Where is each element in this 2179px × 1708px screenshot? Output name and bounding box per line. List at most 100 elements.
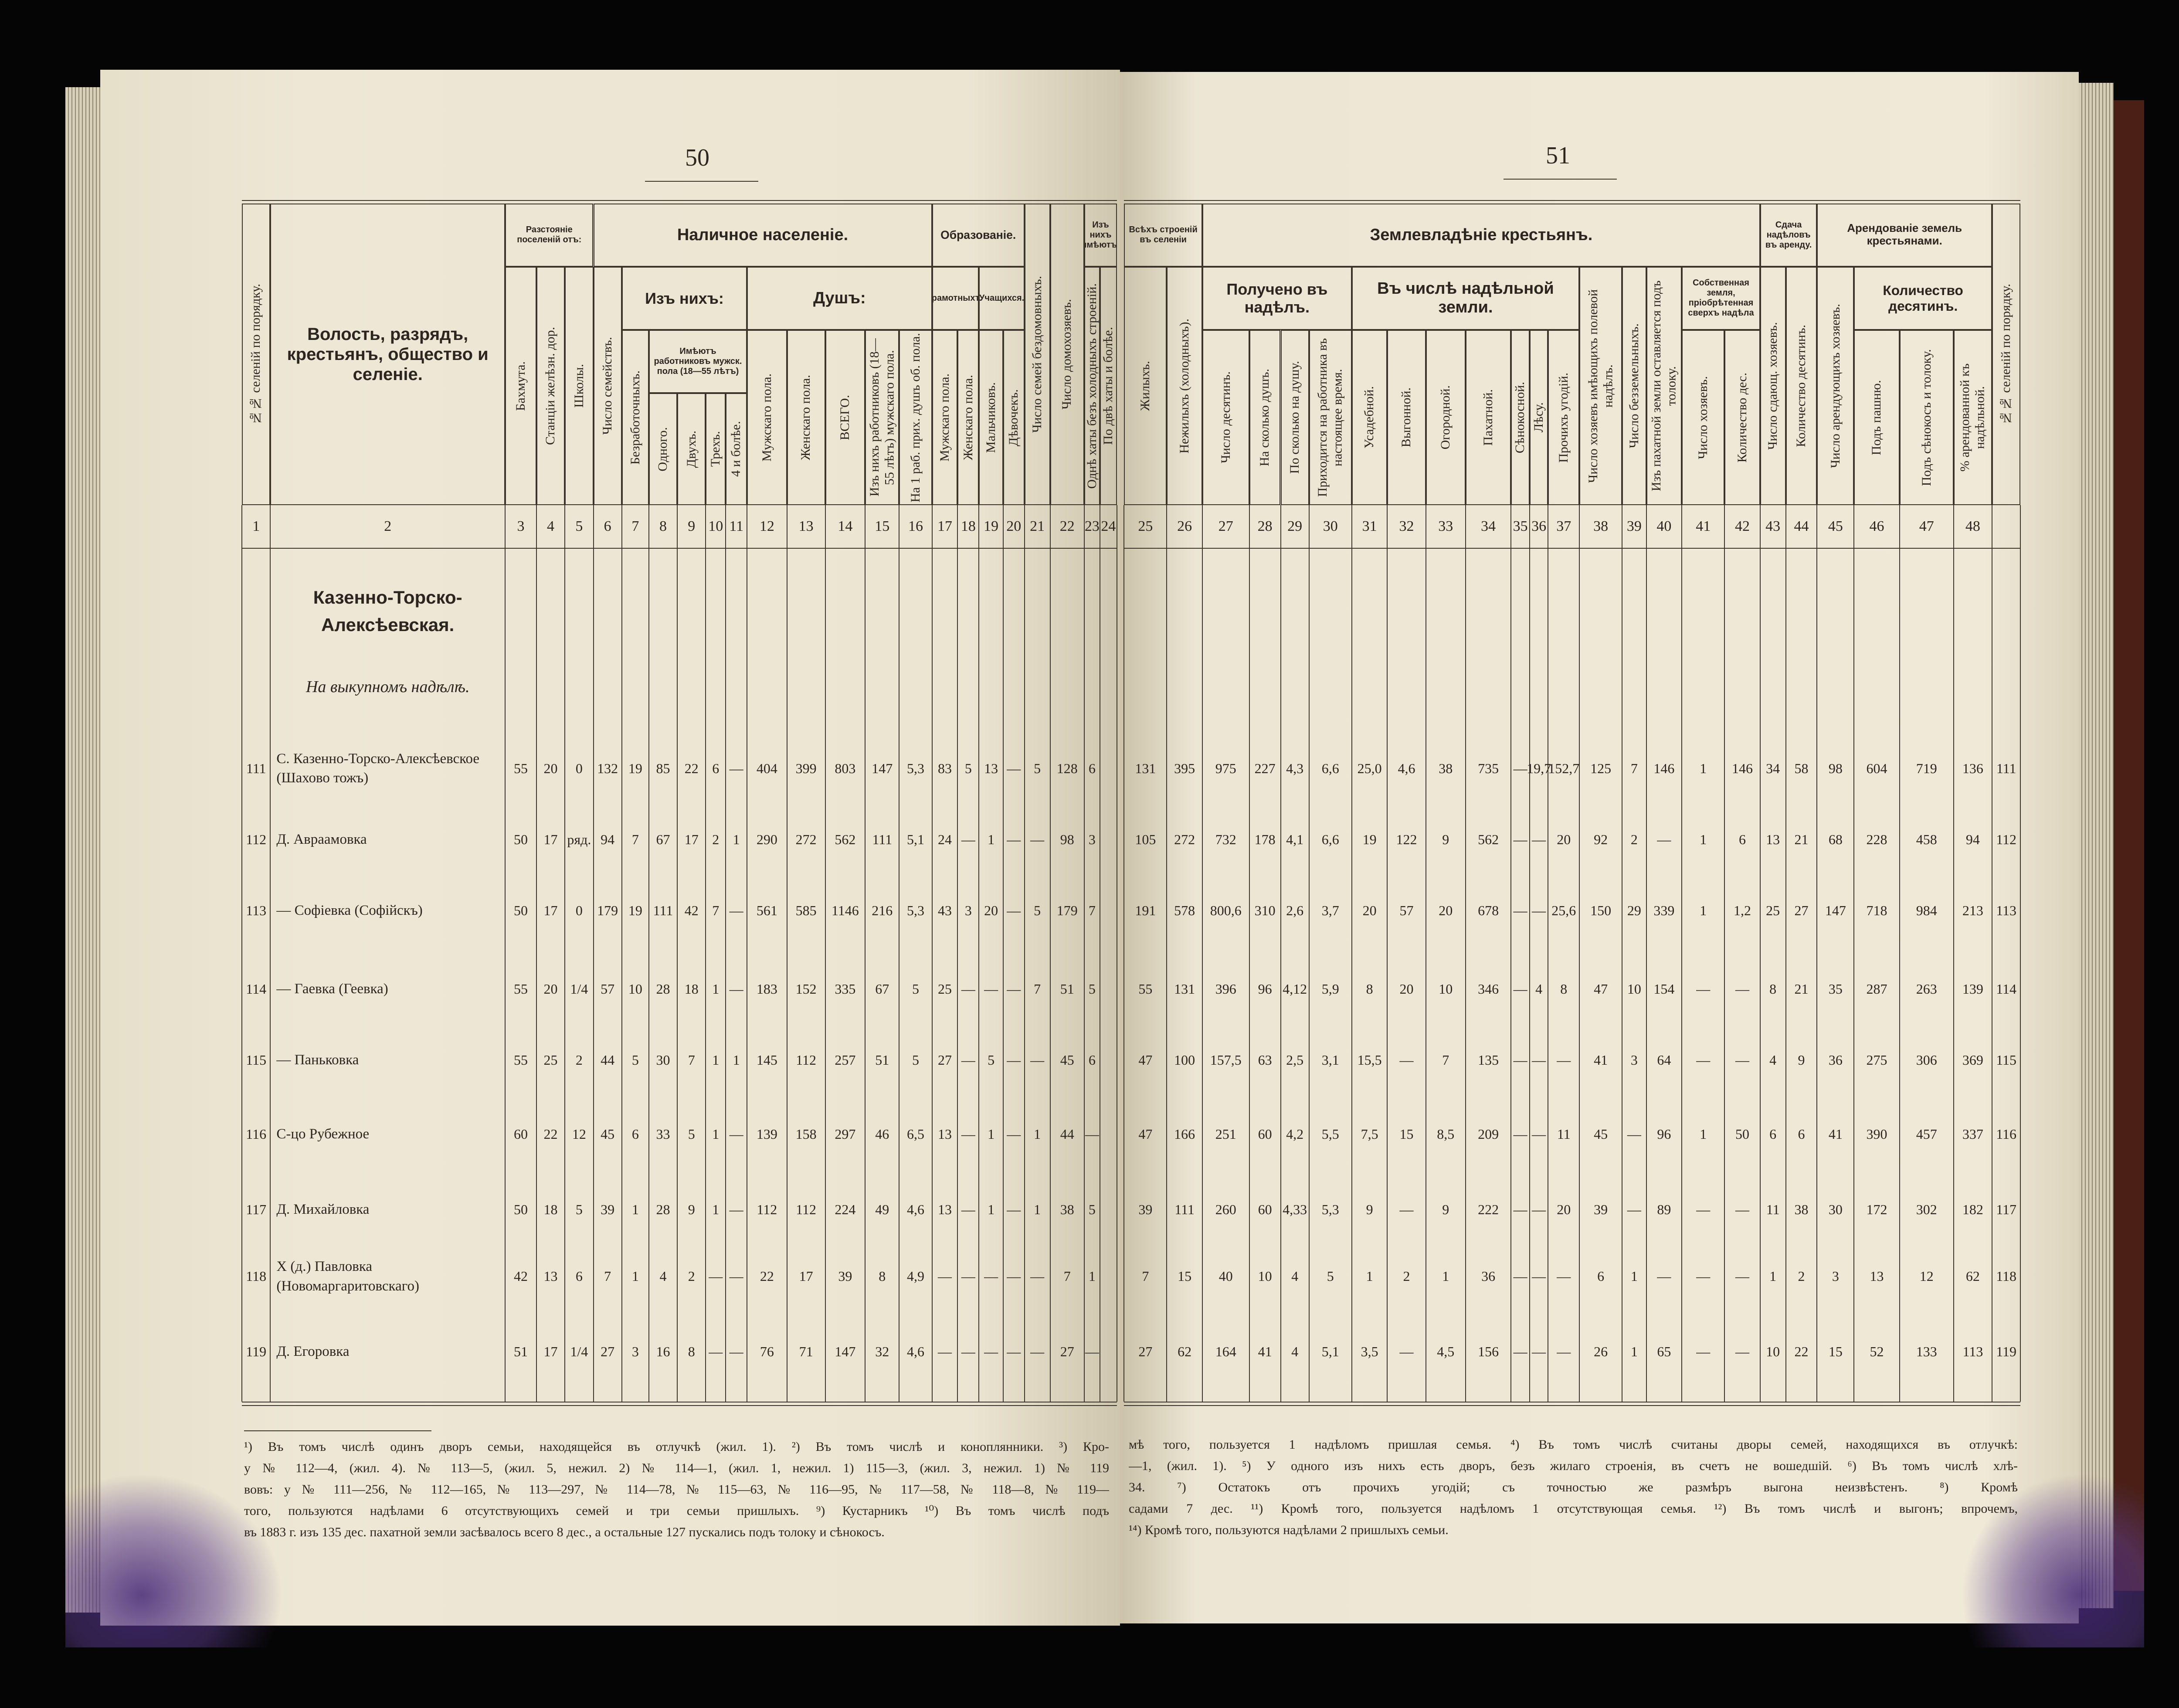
data-cell: 8,5	[1437, 1126, 1455, 1142]
data-cell: —	[1513, 1126, 1527, 1142]
data-cell: 9	[688, 1201, 695, 1217]
column-header: Изъ нихъ работниковъ (18—55 лѣтъ) мужска…	[865, 329, 899, 506]
data-cell: 158	[795, 1126, 817, 1142]
column-rule	[1123, 505, 1125, 1402]
page-number-rule	[645, 181, 758, 182]
column-number: 14	[838, 518, 853, 535]
column-header: Число семействъ.	[593, 266, 622, 506]
data-cell: 39	[838, 1268, 852, 1284]
data-cell: 39	[1138, 1201, 1153, 1217]
data-cell: —	[1030, 831, 1045, 847]
column-number: 32	[1399, 518, 1414, 535]
column-group-header: Получено въ надѣлъ.	[1202, 266, 1352, 330]
data-cell: 3	[1630, 1052, 1638, 1068]
data-cell: 27	[1060, 1344, 1074, 1360]
column-number: 39	[1626, 518, 1642, 535]
row-number: 119	[1996, 1344, 2017, 1360]
column-rule	[1899, 505, 1900, 1402]
column-rule	[1280, 505, 1281, 1402]
data-cell: —	[937, 1344, 952, 1360]
data-cell: 20	[1557, 831, 1571, 847]
data-cell: 7	[712, 903, 720, 919]
column-header-text: По двѣ хаты и болѣе.	[1101, 327, 1116, 445]
column-group-header: Грамотныхъ.	[932, 266, 979, 330]
column-number: 31	[1362, 518, 1377, 535]
data-cell: 3	[964, 903, 972, 919]
column-number: 18	[961, 518, 976, 535]
data-cell: —	[1657, 1268, 1671, 1284]
column-number: 43	[1765, 518, 1781, 535]
data-cell: 42	[513, 1268, 528, 1284]
data-cell: 7	[1063, 1268, 1071, 1284]
data-cell: 1	[1630, 1344, 1638, 1360]
column-rule	[1049, 505, 1051, 1402]
data-cell: —	[1735, 981, 1749, 997]
column-rule	[677, 505, 678, 1402]
data-cell: 7	[1088, 903, 1096, 919]
data-cell: 40	[1218, 1268, 1233, 1284]
data-cell: 25	[1766, 903, 1780, 919]
data-cell: 339	[1653, 903, 1675, 919]
column-header-text: Подъ пашню.	[1869, 380, 1884, 455]
data-cell: 216	[872, 903, 893, 919]
column-rule	[1166, 505, 1168, 1402]
data-cell: 179	[1056, 903, 1078, 919]
column-rule	[270, 505, 271, 1402]
column-number: 35	[1513, 518, 1528, 535]
data-cell: 21	[1794, 831, 1809, 847]
data-cell: 346	[1478, 981, 1499, 997]
data-cell: 11	[1766, 1201, 1780, 1217]
data-cell: 5	[912, 981, 920, 997]
data-cell: —	[1532, 1052, 1546, 1068]
data-cell: 458	[1916, 831, 1937, 847]
column-number: 36	[1531, 518, 1547, 535]
column-header: Число арендующихъ хозяевъ.	[1817, 266, 1854, 506]
settlement-name: — Паньковка	[276, 1052, 359, 1068]
data-cell: —	[1007, 903, 1021, 919]
data-cell: 17	[543, 1344, 558, 1360]
data-cell: —	[1696, 1344, 1711, 1360]
data-cell: 7	[1630, 760, 1638, 776]
column-header: Школы.	[565, 266, 594, 506]
data-cell: 15	[1828, 1344, 1843, 1360]
data-cell: —	[1007, 1052, 1021, 1068]
column-rule	[241, 505, 243, 1402]
row-number: 114	[1996, 981, 2017, 997]
column-header: Подъ сѣнокосъ и толоку.	[1899, 329, 1954, 506]
data-cell: 6	[1088, 760, 1096, 776]
section-heading: Казенно-Торско-Алексѣевская.	[313, 587, 462, 635]
column-header-text: Число хозяевъ.	[1695, 376, 1710, 459]
data-cell: 25	[543, 1052, 558, 1068]
data-cell: 6	[1769, 1126, 1777, 1142]
data-cell: 13	[543, 1268, 558, 1284]
data-cell: 150	[1590, 903, 1612, 919]
column-header-text: Волость, разрядъ, крестьянъ, общество и …	[287, 324, 489, 384]
data-cell: 335	[835, 981, 856, 997]
column-header-text: Огородной.	[1438, 385, 1453, 450]
row-number: 118	[246, 1268, 267, 1284]
data-cell: 76	[760, 1344, 774, 1360]
data-cell: 5,1	[907, 831, 925, 847]
data-cell: 578	[1174, 903, 1195, 919]
column-group-header: Наличное населеніе.	[593, 203, 932, 267]
column-header-text: №№ селеній по порядку.	[1999, 283, 2013, 425]
data-cell: —	[1513, 831, 1527, 847]
data-cell: 306	[1916, 1052, 1937, 1068]
data-cell: 719	[1916, 760, 1937, 776]
footnote-line: того, пользуются надѣлами 6 отсутствующи…	[244, 1504, 1109, 1518]
column-header: По двѣ хаты и болѣе.	[1100, 266, 1117, 506]
data-cell: 22	[543, 1126, 558, 1142]
book-cover	[2114, 100, 2144, 1591]
data-cell: —	[1007, 1126, 1021, 1142]
column-header: Число сдающ. хозяевъ.	[1760, 266, 1786, 506]
data-cell: 1	[712, 1126, 720, 1142]
data-cell: 60	[513, 1126, 528, 1142]
data-cell: 5	[575, 1201, 583, 1217]
data-cell: 35	[1828, 981, 1843, 997]
data-cell: 10	[1439, 981, 1453, 997]
data-cell: 390	[1866, 1126, 1887, 1142]
data-cell: 7	[631, 831, 639, 847]
data-cell: —	[961, 981, 975, 997]
data-cell: 51	[875, 1052, 889, 1068]
data-cell: 287	[1866, 981, 1887, 997]
